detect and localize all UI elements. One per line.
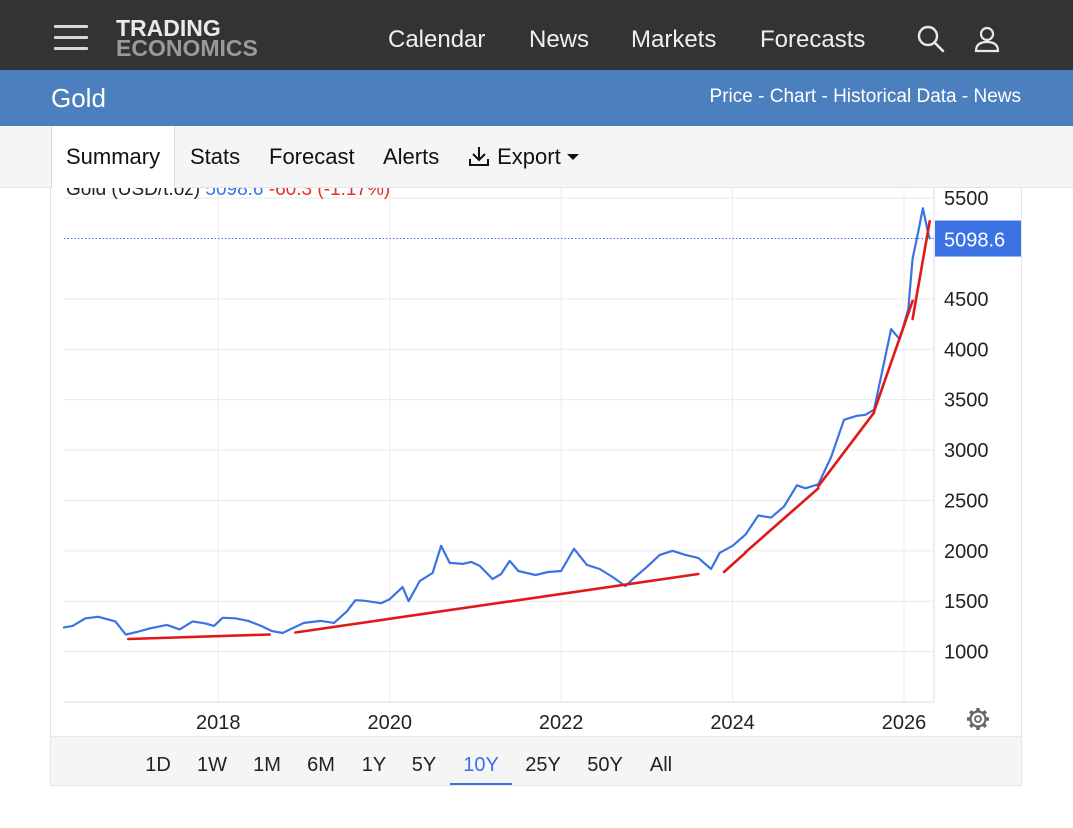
price-series-line bbox=[62, 207, 931, 636]
tab-summary[interactable]: Summary bbox=[51, 126, 176, 188]
trend-line-6 bbox=[872, 299, 914, 413]
range-1w[interactable]: 1W bbox=[197, 754, 227, 776]
tab-stats[interactable]: Stats bbox=[190, 144, 241, 169]
gear-icon[interactable] bbox=[967, 708, 989, 730]
range-selector: 1D 1W 1M 6M 1Y 5Y 10Y 25Y 50Y All bbox=[51, 736, 1021, 785]
y-tick-label: 2500 bbox=[944, 490, 989, 512]
page-title: Gold bbox=[51, 83, 106, 113]
chart-panel: 1000 1500 2000 2500 3000 3500 4000 4500 5500 2018… bbox=[50, 188, 1022, 786]
trend-line-5 bbox=[816, 411, 876, 488]
y-tick-label: 4000 bbox=[944, 339, 989, 361]
nav-forecasts[interactable]: Forecasts bbox=[760, 26, 866, 53]
user-icon[interactable] bbox=[972, 24, 1002, 54]
nav-calendar[interactable]: Calendar bbox=[388, 26, 486, 53]
y-tick-label: 5500 bbox=[944, 188, 989, 210]
logo[interactable]: TRADING ECONOMICS bbox=[116, 15, 258, 61]
range-1d[interactable]: 1D bbox=[145, 754, 171, 776]
price-chart[interactable]: 1000 1500 2000 2500 3000 3500 4000 4500 5500 2018… bbox=[51, 188, 1022, 736]
last-price-label: 5098.6 bbox=[944, 230, 1005, 252]
tab-bar: Summary Stats Forecast Alerts Export bbox=[0, 126, 1073, 188]
tab-export[interactable]: Export bbox=[467, 126, 579, 188]
x-tick-label: 2018 bbox=[196, 712, 241, 734]
menu-icon[interactable] bbox=[54, 25, 88, 51]
title-bar: Gold Price - Chart - Historical Data - N… bbox=[0, 70, 1073, 126]
trend-line-4 bbox=[744, 486, 820, 554]
y-tick-label: 1000 bbox=[944, 642, 989, 664]
tab-forecast[interactable]: Forecast bbox=[269, 144, 355, 169]
x-tick-label: 2026 bbox=[882, 712, 927, 734]
range-5y[interactable]: 5Y bbox=[411, 754, 437, 776]
y-tick-label: 3000 bbox=[944, 440, 989, 462]
range-1m[interactable]: 1M bbox=[253, 754, 281, 776]
y-tick-label: 3500 bbox=[944, 390, 989, 412]
legend-name: Gold (USD/t.oz) bbox=[66, 188, 201, 200]
section-links[interactable]: Price - Chart - Historical Data - News bbox=[709, 86, 1021, 107]
top-header: TRADING ECONOMICS Calendar News Markets … bbox=[0, 0, 1073, 70]
y-tick-label: 4500 bbox=[944, 289, 989, 311]
export-label: Export bbox=[497, 144, 561, 169]
logo-line1: TRADING bbox=[116, 15, 221, 41]
range-10y[interactable]: 10Y bbox=[450, 747, 512, 785]
x-tick-label: 2020 bbox=[367, 712, 412, 734]
trend-line-1 bbox=[127, 633, 271, 641]
trend-line-2 bbox=[294, 572, 700, 634]
search-icon[interactable] bbox=[916, 24, 946, 54]
x-tick-label: 2024 bbox=[710, 712, 755, 734]
last-price-badge bbox=[935, 220, 1021, 257]
download-icon bbox=[469, 147, 489, 167]
range-1y[interactable]: 1Y bbox=[361, 754, 387, 776]
range-25y[interactable]: 25Y bbox=[525, 754, 561, 776]
trend-line-7 bbox=[911, 219, 932, 321]
legend-change: -60.3 (-1.17%) bbox=[268, 188, 391, 200]
range-all[interactable]: All bbox=[649, 754, 673, 776]
range-50y[interactable]: 50Y bbox=[587, 754, 623, 776]
y-tick-label: 1500 bbox=[944, 591, 989, 613]
tab-alerts[interactable]: Alerts bbox=[383, 144, 440, 169]
legend-price: 5098.6 bbox=[205, 188, 264, 200]
logo-line2: ECONOMICS bbox=[116, 35, 258, 61]
chevron-down-icon bbox=[566, 153, 579, 160]
nav-markets[interactable]: Markets bbox=[631, 26, 717, 53]
chart-legend: Gold (USD/t.oz) 5098.6 -60.3 (-1.17%) bbox=[66, 188, 390, 201]
range-6m[interactable]: 6M bbox=[307, 754, 335, 776]
y-tick-label: 2000 bbox=[944, 541, 989, 563]
nav-news[interactable]: News bbox=[529, 26, 590, 53]
x-tick-label: 2022 bbox=[539, 712, 584, 734]
trend-line-3 bbox=[722, 551, 747, 574]
